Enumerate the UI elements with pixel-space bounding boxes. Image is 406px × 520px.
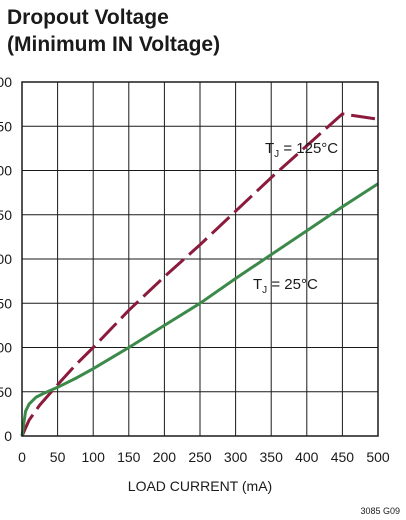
x-tick-label-50: 50 [50, 449, 66, 465]
x-tick-label-100: 100 [82, 449, 106, 465]
figure-id-note: 3085 G09 [360, 506, 400, 516]
chart-title-line1: Dropout Voltage [7, 6, 169, 29]
y-tick-label-50: 50 [0, 384, 12, 400]
series [20, 112, 379, 437]
plot-border [21, 81, 379, 437]
label-25c-sub: J [262, 285, 267, 296]
label-125c-sub: J [274, 149, 279, 160]
tick-labels: 0 50 100 150 200 250 300 350 400 450 500 0 50 100 150 2… [0, 74, 390, 465]
x-tick-label-0: 0 [18, 449, 26, 465]
series-line-0 [20, 112, 379, 437]
x-tick-label-350: 350 [260, 449, 284, 465]
x-axis-label: LOAD CURRENT (mA) [128, 478, 272, 494]
y-tick-label-300: 300 [0, 163, 12, 179]
y-tick-label-150: 150 [0, 295, 12, 311]
y-tick-label-0: 0 [4, 428, 12, 444]
label-25c-rest: = 25°C [267, 276, 318, 293]
label-125c-main: T [265, 140, 274, 157]
series-label-25c: TJ = 25°C [253, 276, 318, 296]
label-25c-main: T [253, 276, 262, 293]
x-tick-label-450: 450 [331, 449, 355, 465]
y-tick-label-250: 250 [0, 207, 12, 223]
y-tick-label-350: 350 [0, 118, 12, 134]
y-tick-label-200: 200 [0, 251, 12, 267]
x-tick-label-300: 300 [224, 449, 248, 465]
series-line-1 [20, 182, 379, 437]
x-tick-label-500: 500 [366, 449, 390, 465]
series-label-125c: TJ = 125°C [265, 140, 338, 160]
x-tick-label-150: 150 [117, 449, 141, 465]
x-tick-label-200: 200 [153, 449, 177, 465]
grid [22, 82, 378, 436]
chart-title-line2: (Minimum IN Voltage) [7, 33, 221, 56]
chart-title: Dropout Voltage (Minimum IN Voltage) [7, 4, 220, 58]
x-tick-label-400: 400 [295, 449, 319, 465]
y-tick-label-400: 400 [0, 74, 12, 90]
label-125c-rest: = 125°C [279, 140, 338, 157]
plot-frame [21, 81, 379, 437]
x-tick-label-250: 250 [188, 449, 212, 465]
y-tick-label-100: 100 [0, 340, 12, 356]
